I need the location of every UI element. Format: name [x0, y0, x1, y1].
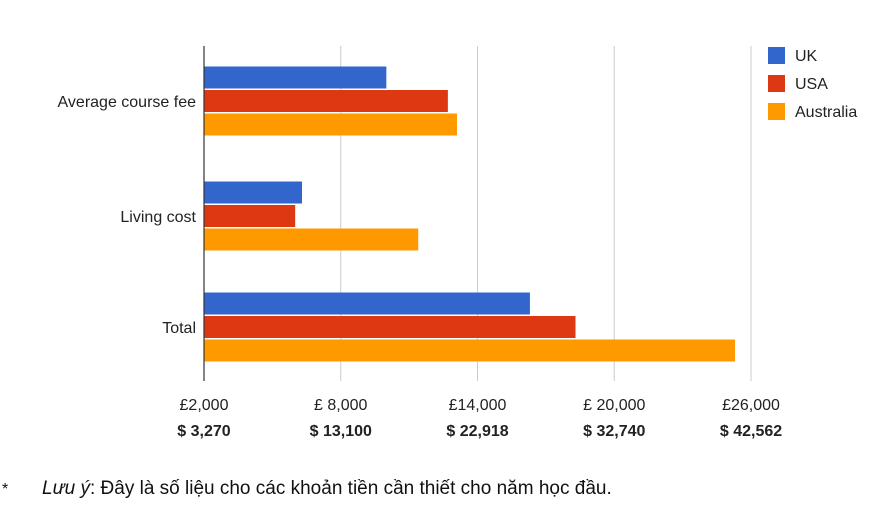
bar-australia-1 — [204, 113, 457, 136]
x-tick-label-usd: $ 13,100 — [310, 423, 372, 440]
x-tick-label-gbp: £2,000 — [180, 397, 229, 414]
legend-swatch-usa — [768, 75, 785, 92]
bar-usa-2 — [204, 205, 296, 227]
x-tick-label-usd: $ 32,740 — [583, 423, 645, 440]
footnote-bullet: * — [2, 481, 9, 498]
footnote-label: Lưu ý — [42, 478, 90, 499]
bar-uk-3 — [204, 292, 530, 315]
legend-swatch-uk — [768, 47, 785, 64]
x-tick-labels: £2,000 $ 3,270 £ 8,000 $ 13,100 £14,000 $ 22,… — [177, 397, 782, 440]
bar-australia-2 — [204, 228, 419, 251]
bar-australia-3 — [204, 339, 736, 362]
legend: UK USA Australia — [768, 47, 857, 121]
category-labels: Average course fee Living cost Total — [58, 94, 197, 337]
bar-chart: Average course fee Living cost Total £2,00… — [58, 46, 857, 440]
footnote-text: : Đây là số liệu cho các khoản tiền cần … — [89, 478, 612, 499]
category-label: Living cost — [120, 209, 196, 226]
bars — [204, 66, 736, 362]
bar-uk-2 — [204, 181, 303, 204]
bar-usa-3 — [204, 316, 576, 338]
bar-usa-1 — [204, 90, 448, 112]
x-tick-label-gbp: £26,000 — [722, 397, 780, 414]
footnote: * Lưu ý: Đây là số liệu cho các khoản tiề… — [0, 478, 612, 500]
x-tick-label-usd: $ 22,918 — [446, 423, 508, 440]
x-tick-label-gbp: £ 20,000 — [583, 397, 645, 414]
legend-label-usa: USA — [795, 76, 828, 93]
category-label: Average course fee — [58, 94, 197, 111]
x-tick-label-gbp: £14,000 — [449, 397, 507, 414]
legend-label-uk: UK — [795, 48, 818, 65]
x-tick-label-usd: $ 42,562 — [720, 423, 782, 440]
bar-uk-1 — [204, 66, 387, 89]
legend-label-australia: Australia — [795, 104, 857, 121]
x-tick-label-gbp: £ 8,000 — [314, 397, 367, 414]
category-label: Total — [162, 320, 196, 337]
legend-swatch-australia — [768, 103, 785, 120]
x-tick-label-usd: $ 3,270 — [177, 423, 230, 440]
